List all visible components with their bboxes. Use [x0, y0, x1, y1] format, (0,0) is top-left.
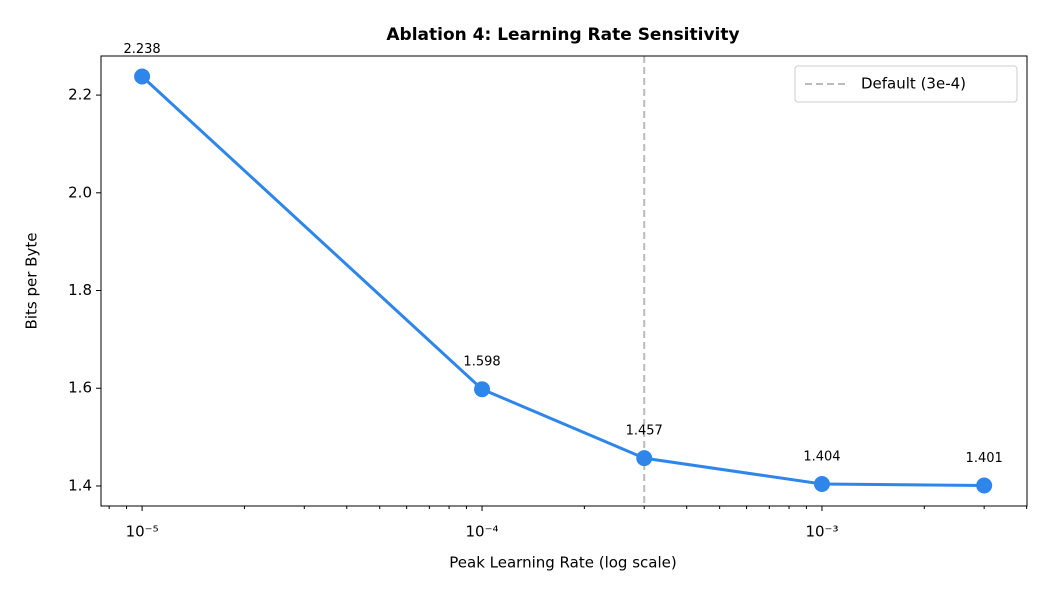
x-tick-label: 10⁻³ — [805, 523, 838, 541]
data-point — [636, 450, 653, 467]
y-tick-label: 2.0 — [68, 183, 92, 201]
value-label: 1.457 — [626, 424, 663, 439]
y-tick-label: 1.4 — [68, 476, 92, 494]
y-tick-label: 1.8 — [68, 281, 92, 299]
y-tick-label: 1.6 — [68, 379, 92, 397]
plot-frame — [100, 55, 1028, 507]
data-point — [976, 477, 993, 494]
legend-label: Default (3e-4) — [861, 75, 966, 93]
series-line — [141, 75, 985, 487]
x-tick-label: 10⁻⁴ — [466, 523, 499, 541]
data-point — [474, 381, 491, 398]
legend-box — [794, 65, 1018, 103]
value-label: 1.404 — [803, 450, 840, 465]
x-axis-label: Peak Learning Rate (log scale) — [449, 554, 676, 572]
y-axis-label: Bits per Byte — [23, 233, 41, 330]
data-point — [813, 476, 830, 493]
chart-title: Ablation 4: Learning Rate Sensitivity — [386, 25, 739, 45]
y-tick-label: 2.2 — [68, 86, 92, 104]
data-point — [134, 68, 151, 85]
value-label: 1.401 — [966, 451, 1003, 466]
value-label: 1.598 — [463, 355, 500, 370]
value-label: 2.238 — [123, 42, 160, 57]
x-tick-label: 10⁻⁵ — [126, 523, 159, 541]
